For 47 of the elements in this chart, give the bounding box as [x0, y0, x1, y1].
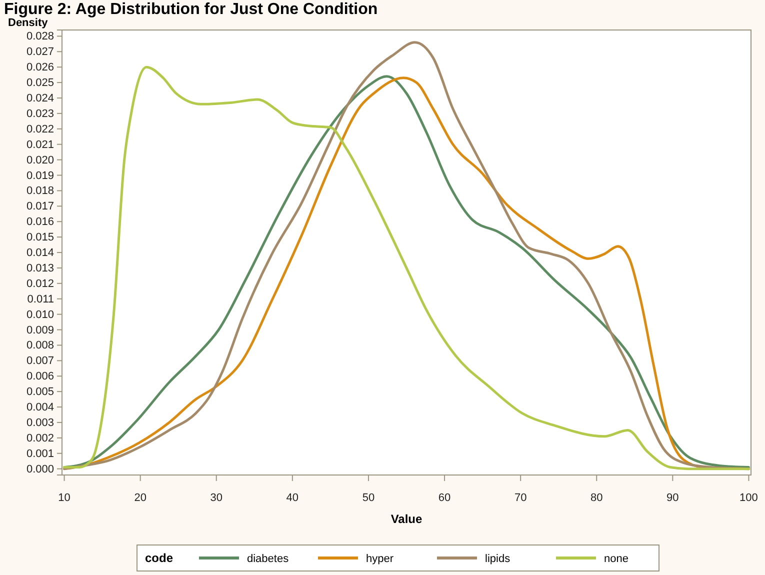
- chart-title: Figure 2: Age Distribution for Just One Condition: [4, 1, 378, 18]
- y-tick-label: 0.019: [26, 170, 54, 182]
- y-tick-label: 0.021: [26, 138, 54, 151]
- y-tick-label: 0.008: [26, 340, 54, 352]
- y-tick-label: 0.005: [26, 386, 54, 398]
- y-tick-label: 0.023: [26, 108, 54, 120]
- x-axis-title: Value: [390, 512, 422, 526]
- x-tick-label: 90: [666, 492, 679, 504]
- y-tick-label: 0.011: [27, 293, 54, 306]
- y-tick-label: 0.003: [26, 416, 54, 429]
- legend-label: hyper: [366, 553, 394, 565]
- y-axis-title: Density: [8, 17, 49, 29]
- x-tick-label: 80: [590, 492, 603, 504]
- y-tick-label: 0.000: [26, 463, 54, 476]
- y-tick-label: 0.006: [26, 370, 54, 383]
- legend-label: none: [604, 553, 628, 565]
- y-tick-label: 0.015: [26, 232, 54, 244]
- y-tick-label: 0.014: [26, 247, 54, 260]
- y-tick-label: 0.004: [26, 402, 54, 414]
- y-tick-label: 0.007: [26, 355, 54, 368]
- legend-label: lipids: [485, 553, 511, 565]
- x-tick-label: 60: [438, 492, 451, 504]
- y-tick-label: 0.028: [26, 30, 54, 43]
- y-tick-label: 0.024: [26, 92, 54, 105]
- legend-title: code: [145, 551, 174, 565]
- x-tick-label: 20: [134, 492, 146, 504]
- y-tick-label: 0.027: [26, 46, 54, 58]
- y-tick-label: 0.017: [26, 200, 54, 213]
- x-tick-label: 50: [362, 492, 375, 504]
- y-tick-label: 0.009: [26, 324, 54, 336]
- y-tick-label: 0.016: [26, 216, 54, 228]
- y-tick-label: 0.022: [26, 123, 54, 136]
- x-tick-label: 30: [210, 492, 223, 504]
- x-tick-label: 70: [514, 492, 527, 504]
- y-tick-label: 0.018: [26, 185, 54, 198]
- x-tick-label: 40: [286, 492, 299, 504]
- y-tick-label: 0.020: [26, 154, 54, 166]
- y-tick-label: 0.012: [26, 278, 54, 290]
- y-tick-label: 0.025: [26, 77, 54, 90]
- y-tick-label: 0.013: [26, 262, 54, 274]
- y-tick-label: 0.010: [26, 308, 54, 321]
- y-tick-label: 0.002: [26, 432, 54, 444]
- x-tick-label: 10: [58, 492, 70, 504]
- legend-label: diabetes: [247, 553, 290, 565]
- y-tick-label: 0.001: [26, 448, 54, 460]
- x-tick-label: 100: [740, 492, 758, 504]
- y-tick-label: 0.026: [26, 62, 54, 74]
